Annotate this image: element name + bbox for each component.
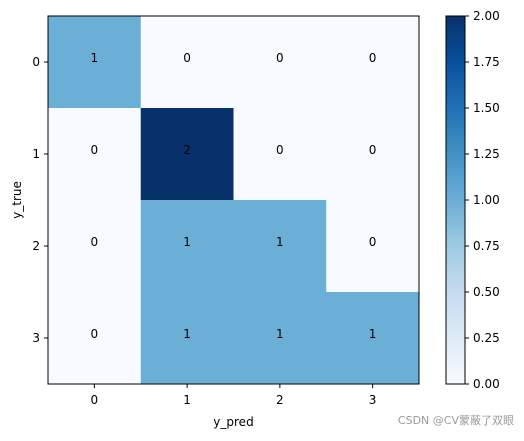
cell-value-label: 0 (276, 51, 284, 65)
cell-value-label: 0 (91, 143, 99, 157)
x-tick-label: 0 (91, 393, 99, 407)
heatmap-cell (326, 200, 420, 293)
y-axis-ticks: 0 1 2 3 (32, 55, 48, 345)
cell-value-label: 0 (91, 327, 99, 341)
heatmap-cell (326, 108, 420, 201)
heatmap-cell (233, 16, 327, 109)
y-axis-label: y_true (10, 181, 24, 219)
colorbar-tick-label: 2.00 (473, 9, 500, 23)
heatmap-cell (233, 292, 327, 385)
cell-value-label: 1 (276, 327, 284, 341)
colorbar-tick-label: 0.75 (473, 239, 500, 253)
y-tick-label: 1 (32, 147, 40, 161)
cell-value-label: 1 (91, 51, 99, 65)
cell-value-label: 0 (369, 143, 377, 157)
colorbar-tick-label: 0.50 (473, 285, 500, 299)
x-axis-label: y_pred (213, 415, 253, 429)
watermark: CSDN @CV蒙蔽了双眼 (397, 414, 514, 427)
colorbar-tick-label: 0.25 (473, 331, 500, 345)
y-tick-label: 0 (32, 55, 40, 69)
cell-value-label: 1 (183, 235, 191, 249)
heatmap-cell (48, 16, 142, 109)
heatmap-cell (48, 108, 142, 201)
x-tick-label: 3 (369, 393, 377, 407)
cell-value-label: 2 (183, 143, 191, 157)
cell-value-label: 0 (276, 143, 284, 157)
y-tick-label: 2 (32, 239, 40, 253)
heatmap-cell (140, 16, 234, 109)
colorbar-tick-label: 1.50 (473, 101, 500, 115)
cell-value-label: 0 (183, 51, 191, 65)
heatmap-cell (326, 292, 420, 385)
heatmap-cell (326, 16, 420, 109)
colorbar-tick-label: 1.75 (473, 55, 500, 69)
cell-value-label: 0 (369, 235, 377, 249)
colorbar-tick-label: 1.25 (473, 147, 500, 161)
cell-value-label: 0 (91, 235, 99, 249)
colorbar-ticks: 0.00 0.25 0.50 0.75 1.00 1.25 1.50 1.75 2.00 (465, 9, 500, 391)
heatmap-cell-labels: 1 0 0 0 0 2 0 0 0 1 1 0 0 1 1 1 (91, 51, 377, 341)
cell-value-label: 1 (369, 327, 377, 341)
heatmap-cells (48, 16, 420, 385)
heatmap-cell (140, 200, 234, 293)
x-tick-label: 2 (276, 393, 284, 407)
heatmap-cell (233, 108, 327, 201)
heatmap-cell (48, 200, 142, 293)
colorbar-tick-label: 1.00 (473, 193, 500, 207)
cell-value-label: 1 (183, 327, 191, 341)
heatmap-cell (233, 200, 327, 293)
cell-value-label: 0 (369, 51, 377, 65)
colorbar-tick-label: 0.00 (473, 377, 500, 391)
heatmap-cell (140, 292, 234, 385)
heatmap-cell (48, 292, 142, 385)
x-axis-ticks: 0 1 2 3 (91, 384, 377, 407)
plot-frame (47, 15, 420, 385)
cell-value-label: 1 (276, 235, 284, 249)
x-tick-label: 1 (183, 393, 191, 407)
y-tick-label: 3 (32, 331, 40, 345)
colorbar (445, 15, 466, 385)
heatmap-cell (140, 108, 234, 201)
